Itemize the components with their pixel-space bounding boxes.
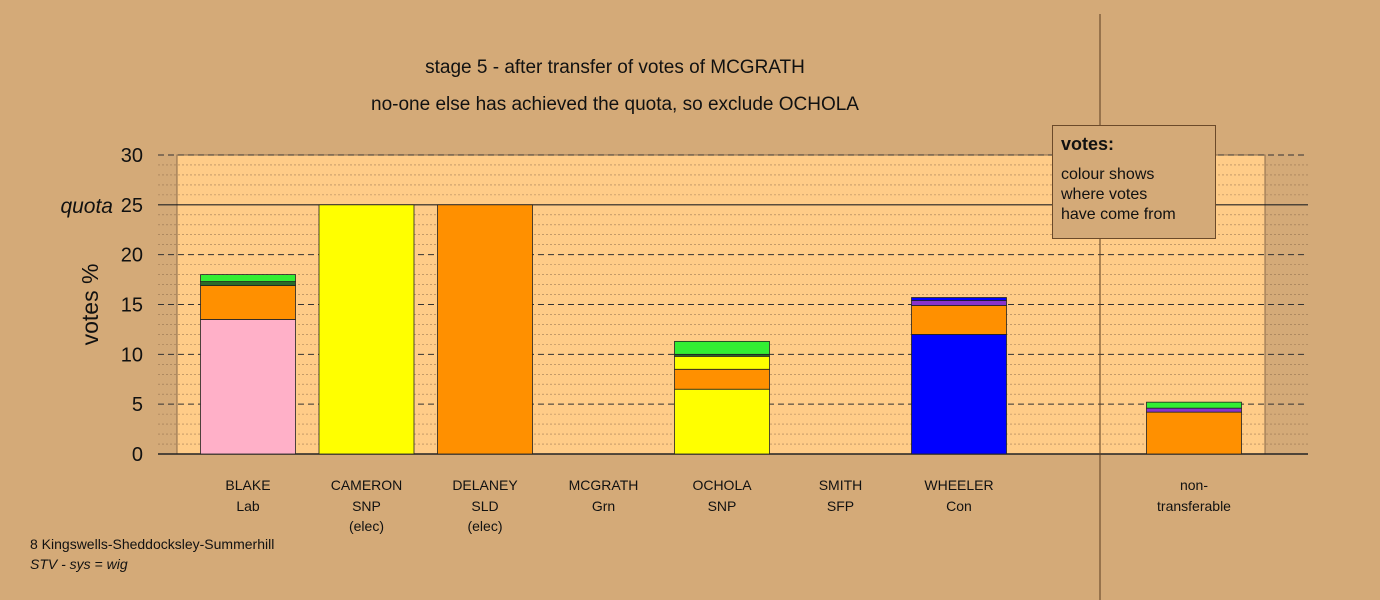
candidate-name: BLAKE [225,477,270,493]
candidate-name: WHEELER [924,477,993,493]
candidate-party: SFP [827,498,854,514]
bar-blake-segment [200,274,296,282]
candidate-party: SNP [708,498,737,514]
bar-delaney-segment [437,204,533,455]
legend-line-2: where votes [1061,186,1148,203]
nontransferable-label-1: non- [1180,477,1208,493]
y-tick-label: 15 [121,295,143,317]
bar-blake-segment [200,319,296,455]
y-tick-label: 20 [121,245,143,267]
candidate-party: SLD [471,498,498,514]
bar-ochola-segment [674,368,770,390]
candidate-party: SNP [352,498,381,514]
candidate-party: Con [946,498,972,514]
candidate-name: SMITH [819,477,863,493]
y-tick-label: 10 [121,344,143,366]
y-axis-label: votes % [77,264,103,346]
bar-wheeler-segment [911,300,1007,306]
legend-line-1: colour shows [1061,166,1155,183]
candidate-party: Lab [236,498,260,514]
y-tick-label: 5 [132,394,143,416]
bar-wheeler-segment [911,297,1007,301]
candidate-name: DELANEY [452,477,518,493]
y-tick-label: 0 [132,444,143,466]
chart-subtitle: no-one else has achieved the quota, so e… [371,94,859,115]
ward-name: 8 Kingswells-Sheddocksley-Summerhill [30,536,275,552]
candidate-status: (elec) [349,518,384,534]
y-tick-label: 25 [121,195,143,217]
candidate-name: CAMERON [331,477,403,493]
candidate-party: Grn [592,498,615,514]
nontransferable-label-2: transferable [1157,498,1231,514]
bar-blake-segment [200,285,296,320]
bar-blake-segment [200,281,296,286]
candidate-status: (elec) [467,518,502,534]
bar-nontransferable-segment [1146,401,1242,409]
bar-nontransferable-segment [1146,411,1242,455]
candidate-name: OCHOLA [692,477,752,493]
system-note: STV - sys = wig [30,556,128,572]
legend-box: votes: colour shows where votes have com… [1052,125,1216,239]
bar-ochola-segment [674,388,770,455]
quota-label: quota [60,195,113,218]
legend-title: votes: [1061,134,1115,154]
bar-nontransferable-segment [1146,407,1242,413]
legend-line-3: have come from [1061,206,1176,223]
bar-wheeler-segment [911,333,1007,455]
bar-ochola-segment [674,355,770,370]
bar-ochola-segment [674,340,770,355]
y-tick-label: 30 [121,145,143,167]
bar-cameron-segment [318,204,415,455]
chart-title: stage 5 - after transfer of votes of MCG… [425,57,805,78]
candidate-name: MCGRATH [569,477,639,493]
bar-wheeler-segment [911,305,1007,335]
